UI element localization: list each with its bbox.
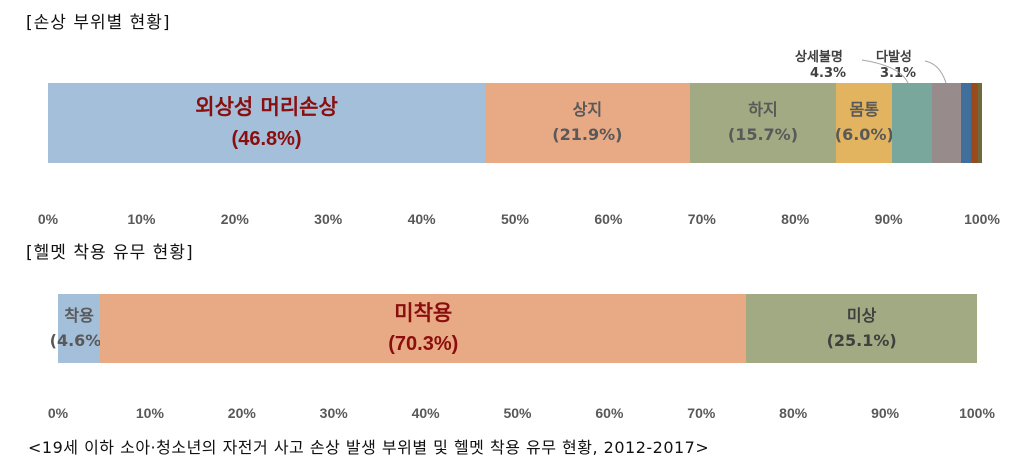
x-tick-label: 70% (687, 211, 716, 227)
segment-label: 몸통 (849, 100, 879, 120)
bar-segment: 착용 (4.6%) (50, 294, 109, 363)
segment-label: 미상 (846, 305, 877, 325)
figure-caption: <19세 이하 소아·청소년의 자전거 사고 손상 발생 부위별 및 헬멧 착용… (28, 438, 710, 457)
chart2-title: [헬멧 착용 유무 현황] (26, 243, 194, 263)
x-tick-label: 10% (127, 211, 156, 227)
segment-label: 외상성 머리손상 (195, 95, 338, 120)
x-tick-label: 40% (411, 405, 440, 421)
segment-label: 상지 (572, 100, 603, 120)
bar-segment (892, 83, 933, 163)
x-tick-label: 20% (227, 405, 256, 421)
bar-segment (961, 83, 971, 163)
bar-segment: 미상 (25.1%) (746, 294, 977, 363)
x-tick-label: 90% (871, 405, 900, 421)
segment-label: 착용 (64, 305, 94, 325)
x-tick-label: 50% (503, 405, 532, 421)
x-tick-label: 80% (779, 405, 808, 421)
callout-multiple-pct: 3.1% (880, 66, 917, 81)
callout-unknown-label: 상세불명 (795, 50, 843, 65)
segment-percent: (4.6%) (49, 330, 109, 350)
bar-segment: 하지 (15.7%) (689, 83, 837, 163)
segment-percent: (21.9%) (552, 125, 623, 144)
injury-site-stacked-bar: 외상성 머리손상 (46.8%) 상지 (21.9%) 하지 (15.7%) 몸통 (6.0%… (48, 83, 982, 163)
bar-segment: 상지 (21.9%) (485, 83, 690, 163)
bar-segment (970, 83, 979, 163)
x-tick-label: 30% (319, 405, 348, 421)
x-tick-label: 60% (594, 211, 623, 227)
bar-segment: 외상성 머리손상 (46.8%) (48, 83, 486, 163)
x-tick-label: 40% (407, 211, 436, 227)
helmet-use-stacked-bar: 착용 (4.6%) 미착용 (70.3%) 미상 (25.1%) (50, 294, 977, 363)
x-tick-label: 100% (964, 211, 1000, 227)
x-tick-label: 30% (314, 211, 343, 227)
x-tick-label: 70% (687, 405, 716, 421)
x-tick-label: 100% (959, 405, 995, 421)
segment-percent: (25.1%) (826, 330, 897, 350)
x-tick-label: 0% (37, 211, 59, 227)
x-tick-label: 60% (595, 405, 624, 421)
bar-segment (932, 83, 962, 163)
segment-label: 미착용 (394, 300, 453, 325)
callout-multiple-label: 다발성 (876, 50, 912, 65)
segment-percent: (6.0%) (834, 125, 894, 144)
x-tick-label: 20% (220, 211, 249, 227)
chart2-x-axis: 0% 10% 20% 30% 40% 50% 60% 70% 80% 90% 100% (48, 405, 995, 425)
x-tick-label: 80% (781, 211, 810, 227)
callout-unknown-pct: 4.3% (810, 66, 847, 81)
chart1-x-axis: 0% 10% 20% 30% 40% 50% 60% 70% 80% 90% 100% (38, 211, 1000, 231)
segment-percent: (15.7%) (727, 125, 799, 144)
segment-label: 하지 (748, 100, 778, 120)
x-tick-label: 90% (874, 211, 903, 227)
bar-segment: 몸통 (6.0%) (834, 83, 894, 163)
x-tick-label: 10% (135, 405, 164, 421)
bar-segment: 미착용 (70.3%) (100, 294, 747, 363)
bar-segment (978, 83, 982, 163)
x-tick-label: 50% (500, 211, 530, 227)
segment-percent: (46.8%) (231, 127, 302, 150)
segment-percent: (70.3%) (388, 333, 459, 356)
chart1-title: [손상 부위별 현황] (26, 13, 171, 33)
x-tick-label: 0% (47, 405, 69, 421)
